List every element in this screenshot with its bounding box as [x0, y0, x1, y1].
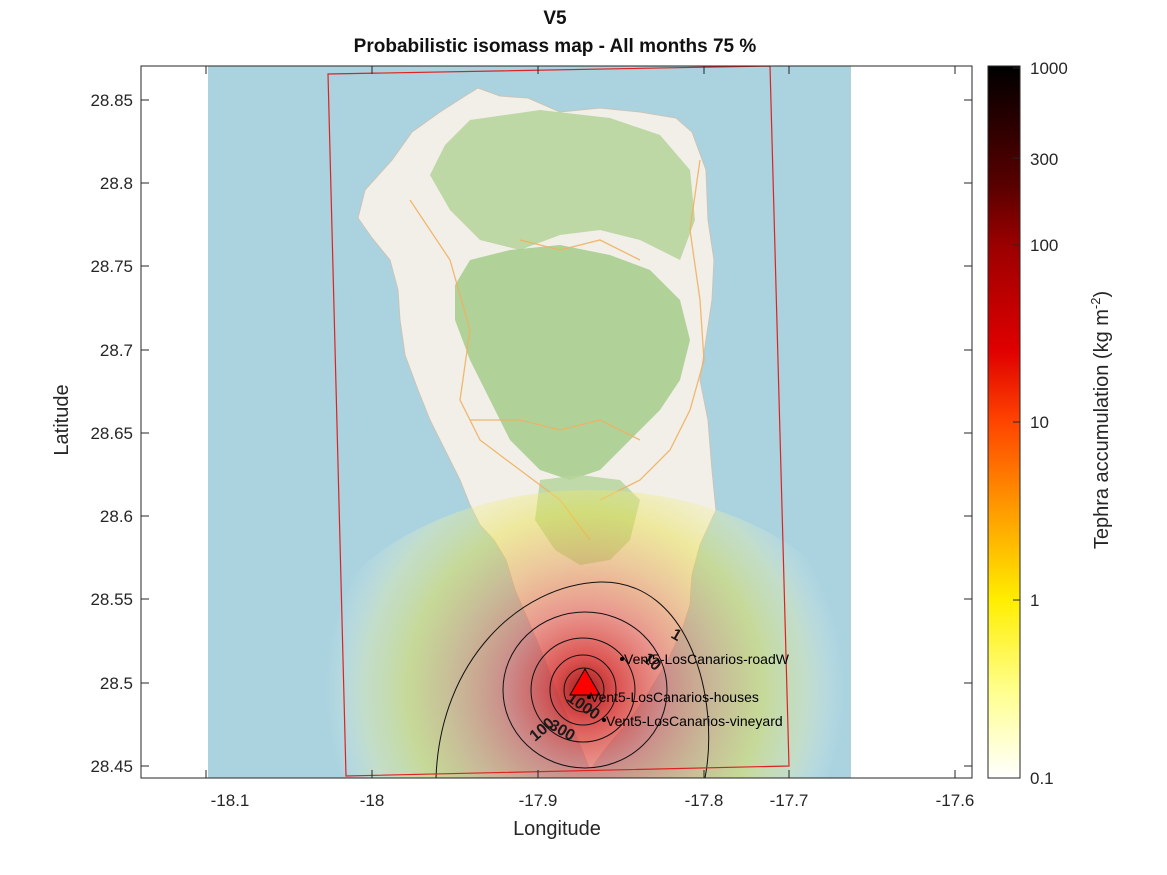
colorbar-tick-label: 10: [1030, 413, 1049, 432]
y-tick-label: 28.75: [90, 257, 133, 276]
y-tick-label: 28.45: [90, 757, 133, 776]
contour-10: [502, 611, 668, 769]
site-marker-icon: [620, 657, 624, 661]
y-axis-label: Latitude: [51, 384, 73, 455]
site-label-vineyard: Vent5-LosCanarios-vineyard: [606, 713, 783, 729]
x-tick-label: -17.6: [936, 791, 975, 810]
forest-area-caldera: [455, 245, 690, 480]
contour-1: [435, 581, 710, 778]
x-tick-label: -18.1: [211, 791, 250, 810]
vent-marker-icon: [569, 667, 601, 696]
map-layer: [208, 66, 880, 778]
colorbar-ticks: [1013, 67, 1020, 601]
colorbar-label: Tephra accumulation (kg m-2): [1088, 291, 1113, 549]
figure-subtitle: Probabilistic isomass map - All months 7…: [353, 36, 757, 57]
forest-area-north: [430, 110, 695, 260]
y-tick-label: 28.85: [90, 91, 133, 110]
contour-300: [549, 654, 617, 726]
site-label-roadW: Vent5-LosCanarios-roadW: [624, 651, 790, 667]
y-tick-label: 28.6: [100, 507, 133, 526]
y-tick-label: 28.7: [100, 341, 133, 360]
colorbar-tick-label: 1: [1030, 591, 1039, 610]
x-tick-label: -17.8: [685, 791, 724, 810]
domain-boundary: [327, 66, 790, 777]
x-tick-label: -18: [360, 791, 385, 810]
site-marker-icon: [587, 695, 591, 699]
colorbar-tick-label: 100: [1030, 236, 1058, 255]
x-axis-label: Longitude: [513, 818, 601, 840]
x-tick-label: -17.9: [519, 791, 558, 810]
figure-title: V5: [543, 8, 567, 29]
contour-1000: [563, 667, 605, 713]
axes-box: [140, 65, 973, 779]
y-tick-label: 28.5: [100, 674, 133, 693]
y-tick-label: 28.55: [90, 590, 133, 609]
colorbar-tick-label: 300: [1030, 150, 1058, 169]
colorbar-tick-label: 0.1: [1030, 769, 1054, 788]
y-tick-label: 28.8: [100, 174, 133, 193]
colorbar-tick-label: 1000: [1030, 59, 1068, 78]
y-tick-marks: [141, 99, 972, 767]
isomass-contours: [435, 581, 710, 778]
site-marker-icon: [602, 718, 606, 722]
contour-100: [530, 637, 636, 743]
x-tick-label: -17.7: [770, 791, 809, 810]
y-tick-label: 28.65: [90, 424, 133, 443]
x-tick-marks: [205, 66, 956, 778]
site-label-houses: Vent5-LosCanarios-houses: [590, 689, 759, 705]
road-network: [409, 159, 705, 541]
tephra-plume: [300, 490, 880, 778]
